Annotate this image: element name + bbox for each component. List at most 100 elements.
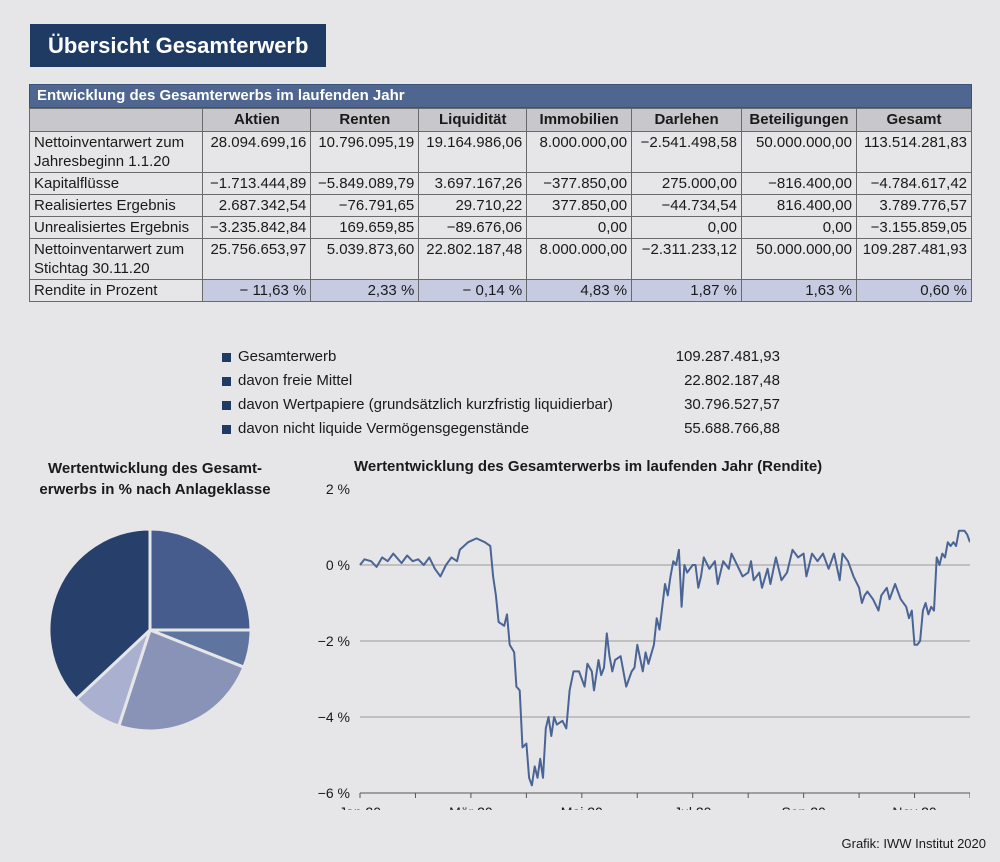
table-row: Unrealisiertes Ergebnis −3.235.842,84 16…: [28, 216, 973, 239]
summary-list: Gesamterwerb 109.287.481,93 davon freie …: [222, 345, 780, 441]
table-cell: 4,83 %: [526, 279, 633, 302]
table-cell: 10.796.095,19: [310, 131, 420, 173]
list-item: davon freie Mittel 22.802.187,48: [222, 369, 780, 393]
table-cell: 3.789.776,57: [855, 194, 973, 217]
table-cell: 1,87 %: [631, 279, 742, 302]
table-cell: 816.400,00: [741, 194, 857, 217]
table-cell: 0,00: [631, 216, 742, 239]
table-cell: 28.094.699,16: [202, 131, 312, 173]
x-tick-label: Mär 20: [449, 804, 493, 810]
square-bullet-icon: [222, 352, 231, 362]
x-tick-label: Sep 20: [781, 804, 826, 810]
return-series-line: [359, 529, 970, 787]
table-cell: 0,60 %: [855, 279, 973, 302]
column-header: Renten: [310, 108, 420, 132]
table-cell: −816.400,00: [741, 172, 857, 195]
table-cell: 169.659,85: [310, 216, 420, 239]
table-cell: 22.802.187,48: [418, 238, 528, 280]
list-item: davon nicht liquide Vermögensgegenstände…: [222, 417, 780, 441]
table-cell: −89.676,06: [418, 216, 528, 239]
table-header-row: Aktien Renten Liquidität Immobilien Darl…: [28, 108, 973, 132]
table-cell: 275.000,00: [631, 172, 742, 195]
table-cell: 8.000.000,00: [526, 131, 633, 173]
table-row: Nettoinventarwert zum Stichtag 30.11.20 …: [28, 238, 973, 280]
table-cell: 25.756.653,97: [202, 238, 312, 280]
table-cell: −3.235.842,84: [202, 216, 312, 239]
y-tick-label: −6 %: [318, 785, 350, 801]
y-tick-label: −4 %: [318, 709, 350, 725]
line-chart: 2 % 0 % −2 % −4 % −6 % Jan 20 Mär 20 Mai 20 Jul …: [318, 481, 970, 810]
pie-chart-title: Wertentwicklung des Gesamt-erwerbs in % …: [39, 460, 271, 498]
data-table: Aktien Renten Liquidität Immobilien Darl…: [28, 108, 973, 302]
pie-slice-1: [148, 527, 253, 632]
table-cell: −3.155.859,05: [855, 216, 973, 239]
table-cell: 0,00: [526, 216, 633, 239]
column-header: Gesamt: [855, 108, 973, 132]
x-tick-label: Nov 20: [892, 804, 937, 810]
table-cell: −1.713.444,89: [202, 172, 312, 195]
column-header: Darlehen: [631, 108, 742, 132]
page-title: Übersicht Gesamterwerb: [30, 24, 327, 67]
summary-value: 22.802.187,48: [684, 372, 780, 389]
y-tick-label: 0 %: [326, 557, 350, 573]
pie-chart: [47, 527, 253, 733]
table-cell: 50.000.000,00: [741, 131, 857, 173]
x-tick-label: Jul 20: [674, 804, 712, 810]
row-label: Nettoinventarwert zum Jahresbeginn 1.1.2…: [28, 131, 204, 173]
table-cell: 109.287.481,93: [855, 238, 973, 280]
table-cell: 1,63 %: [741, 279, 857, 302]
row-label: Rendite in Prozent: [28, 279, 204, 302]
development-table: Entwicklung des Gesamterwerbs im laufend…: [28, 84, 973, 302]
table-cell: 50.000.000,00: [741, 238, 857, 280]
table-cell: 5.039.873,60: [310, 238, 420, 280]
square-bullet-icon: [222, 376, 231, 386]
x-tick-label: Mai 20: [561, 804, 603, 810]
summary-value: 55.688.766,88: [684, 420, 780, 437]
table-cell: −76.791,65: [310, 194, 420, 217]
list-item: davon Wertpapiere (grundsätzlich kurzfri…: [222, 393, 780, 417]
list-item: Gesamterwerb 109.287.481,93: [222, 345, 780, 369]
credit-text: Grafik: IWW Institut 2020: [841, 836, 987, 851]
table-cell: −44.734,54: [631, 194, 742, 217]
table-cell: −377.850,00: [526, 172, 633, 195]
summary-value: 30.796.527,57: [684, 396, 780, 413]
x-tick-label: Jan 20: [339, 804, 381, 810]
summary-label: davon nicht liquide Vermögensgegenstände: [238, 420, 530, 437]
table-cell: 113.514.281,83: [855, 131, 973, 173]
table-cell: −5.849.089,79: [310, 172, 420, 195]
row-label: Realisiertes Ergebnis: [28, 194, 204, 217]
table-cell: 377.850,00: [526, 194, 633, 217]
table-cell: −4.784.617,42: [855, 172, 973, 195]
column-header: Aktien: [202, 108, 312, 132]
table-cell: 29.710,22: [418, 194, 528, 217]
square-bullet-icon: [222, 424, 231, 434]
table-cell: 19.164.986,06: [418, 131, 528, 173]
table-row: Nettoinventarwert zum Jahresbeginn 1.1.2…: [28, 131, 973, 173]
table-cell: −2.311.233,12: [631, 238, 742, 280]
row-label: Unrealisiertes Ergebnis: [28, 216, 204, 239]
column-header: [28, 108, 204, 132]
column-header: Beteiligungen: [741, 108, 857, 132]
y-tick-label: −2 %: [318, 633, 350, 649]
summary-value: 109.287.481,93: [675, 348, 780, 365]
table-row: Realisiertes Ergebnis 2.687.342,54 −76.7…: [28, 194, 973, 217]
column-header: Liquidität: [418, 108, 528, 132]
summary-label: Gesamterwerb: [238, 348, 337, 365]
table-cell: − 11,63 %: [202, 279, 312, 302]
table-cell: 3.697.167,26: [418, 172, 528, 195]
table-row: Rendite in Prozent − 11,63 % 2,33 % − 0,…: [28, 279, 973, 302]
row-label: Kapitalflüsse: [28, 172, 204, 195]
column-header: Immobilien: [526, 108, 633, 132]
y-tick-label: 2 %: [326, 481, 350, 497]
table-cell: −2.541.498,58: [631, 131, 742, 173]
pie-slice-5: [47, 527, 152, 702]
table-row: Kapitalflüsse −1.713.444,89 −5.849.089,7…: [28, 172, 973, 195]
table-cell: − 0,14 %: [418, 279, 528, 302]
table-caption: Entwicklung des Gesamterwerbs im laufend…: [29, 84, 972, 108]
summary-label: davon freie Mittel: [238, 372, 353, 389]
line-chart-title: Wertentwicklung des Gesamterwerbs im lau…: [354, 458, 823, 475]
table-cell: 2.687.342,54: [202, 194, 312, 217]
table-cell: 8.000.000,00: [526, 238, 633, 280]
row-label: Nettoinventarwert zum Stichtag 30.11.20: [28, 238, 204, 280]
summary-label: davon Wertpapiere (grundsätzlich kurzfri…: [238, 396, 613, 413]
